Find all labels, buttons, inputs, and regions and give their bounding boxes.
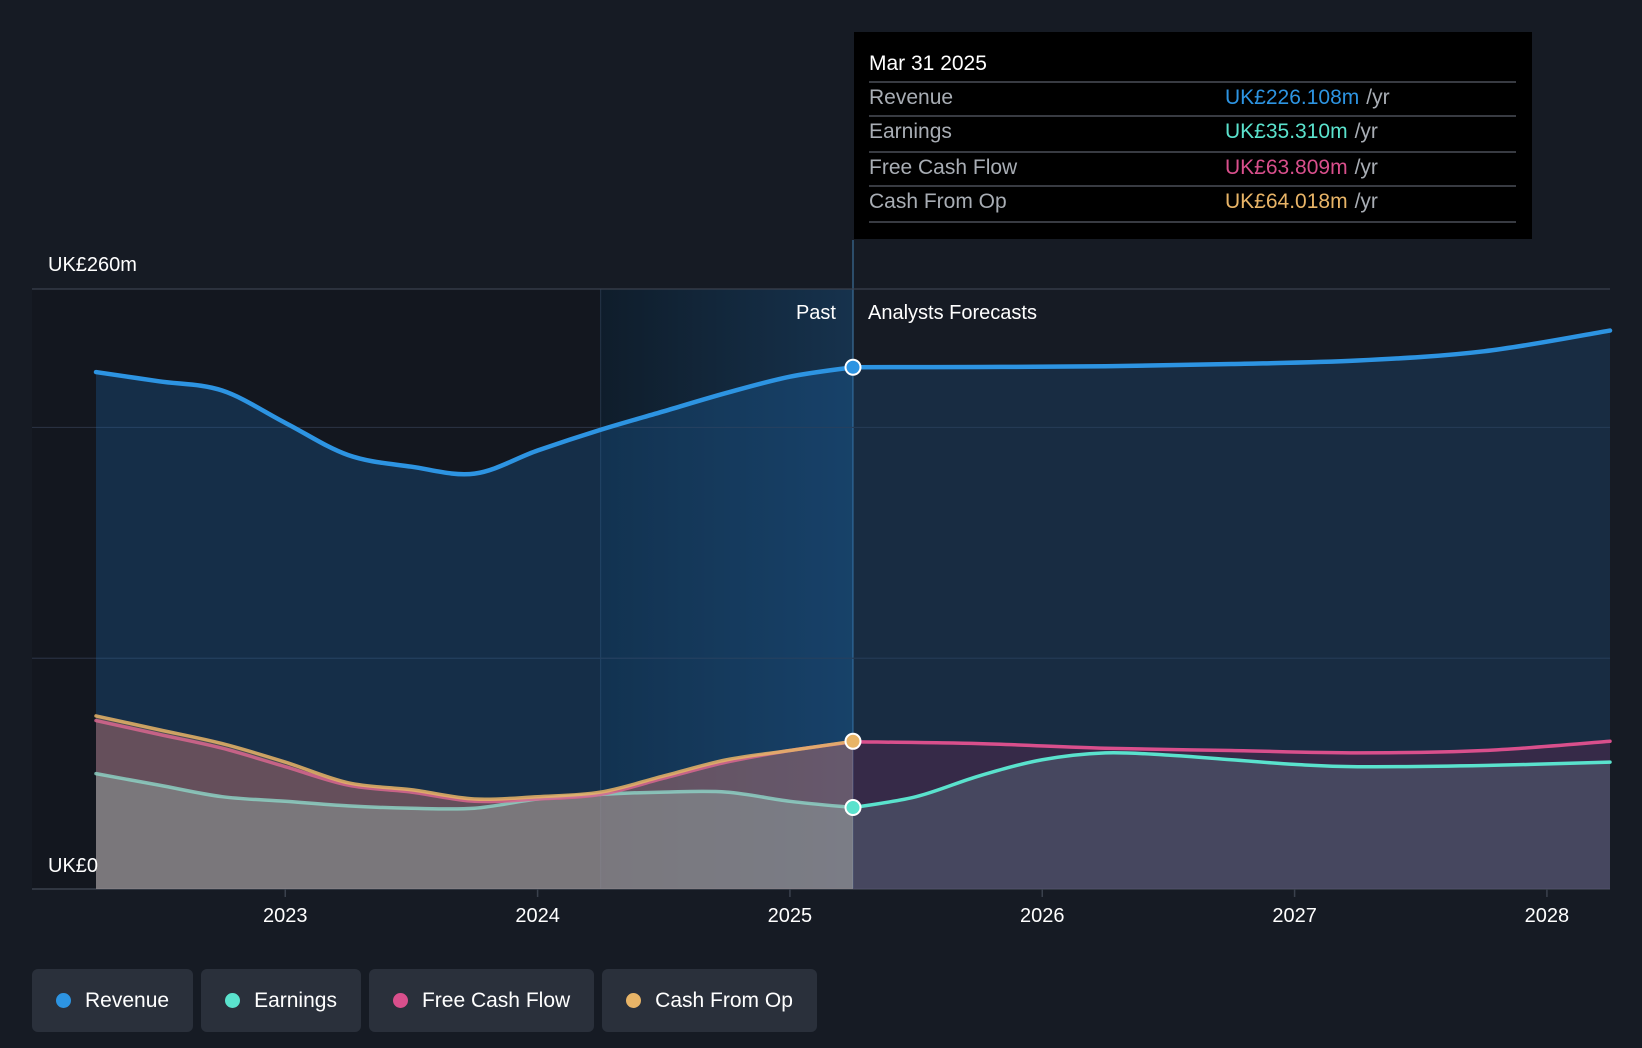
cash-from-op-past-line: [94, 714, 855, 802]
forecast-label: Analysts Forecasts: [868, 302, 1037, 324]
tooltip-row-value: UK£226.108m/yr: [1225, 86, 1390, 109]
tooltip-value-amount: UK£226.108m: [1225, 86, 1359, 109]
revenue-dot-icon: [56, 993, 71, 1008]
legend-item-earnings[interactable]: Earnings: [201, 969, 361, 1032]
tooltip-row-label: Free Cash Flow: [869, 156, 1018, 179]
tooltip-value-amount: UK£63.809m: [1225, 156, 1348, 179]
tooltip: Mar 31 2025 Revenue UK£226.108m/yr Earnings…: [854, 32, 1532, 239]
revenue-marker: [844, 358, 862, 376]
earnings-forecast-area: [853, 752, 1610, 889]
free-cash-flow-forecast-line: [851, 739, 1612, 755]
past-background: [32, 289, 601, 889]
tooltip-value-unit: /yr: [1355, 190, 1378, 213]
legend-label: Revenue: [85, 988, 170, 1012]
past-highlight-band: [600, 289, 853, 889]
x-tick-label: 2023: [263, 905, 308, 927]
free-cash-flow-past-area: [96, 720, 853, 889]
tooltip-value-amount: UK£35.310m: [1225, 120, 1348, 143]
tooltip-row-label: Earnings: [869, 120, 952, 143]
y-axis-min-label: UK£0: [48, 855, 98, 877]
free-cash-flow-past-line: [94, 718, 855, 804]
tooltip-row-label: Cash From Op: [869, 190, 1007, 213]
x-tick-label: 2027: [1272, 905, 1317, 927]
tooltip-value-unit: /yr: [1355, 156, 1378, 179]
legend-item-revenue[interactable]: Revenue: [32, 969, 194, 1032]
earnings-dot-icon: [225, 993, 241, 1008]
tooltip-date: Mar 31 2025: [869, 52, 987, 75]
revenue-past-area: [96, 367, 853, 889]
past-label: Past: [796, 302, 836, 324]
legend-label: Free Cash Flow: [421, 988, 571, 1012]
legend: Revenue Earnings Free Cash Flow Cash Fro…: [32, 969, 817, 1032]
legend-item-cash-from-op[interactable]: Cash From Op: [602, 969, 817, 1032]
x-tick-label: 2026: [1020, 905, 1065, 927]
earnings-marker: [844, 799, 862, 817]
tooltip-box: [854, 32, 1532, 239]
x-tick-label: 2025: [768, 905, 813, 927]
tooltip-value-unit: /yr: [1366, 86, 1389, 109]
chart-canvas: UK£260m UK£0 2023 2024 2025 2026 2027 2028 Past A…: [32, 32, 1613, 927]
tooltip-value-amount: UK£64.018m: [1225, 190, 1348, 213]
x-tick-label: 2024: [515, 905, 560, 927]
revenue-forecast-line: [850, 328, 1613, 370]
legend-label: Cash From Op: [655, 988, 793, 1012]
tooltip-row-value: UK£64.018m/yr: [1225, 190, 1378, 213]
earnings-past-line: [94, 771, 855, 811]
tooltip-row-value: UK£35.310m/yr: [1225, 120, 1378, 143]
tooltip-row-value: UK£63.809m/yr: [1225, 156, 1378, 179]
legend-item-free-cash-flow[interactable]: Free Cash Flow: [368, 969, 595, 1032]
legend-label: Earnings: [254, 988, 337, 1012]
tooltip-row-label: Revenue: [869, 86, 953, 109]
revenue-forecast-area: [853, 330, 1610, 889]
x-tick-label: 2028: [1525, 905, 1570, 927]
revenue-past-line: [93, 364, 856, 477]
y-axis-max-label: UK£260m: [48, 254, 137, 276]
cash-from-op-marker: [844, 732, 862, 750]
free-cash-flow-forecast-area: [853, 741, 1610, 889]
earnings-forecast-line: [851, 750, 1612, 810]
cash-from-op-dot-icon: [626, 993, 642, 1008]
tooltip-value-unit: /yr: [1355, 120, 1378, 143]
free-cash-flow-dot-icon: [392, 993, 408, 1008]
